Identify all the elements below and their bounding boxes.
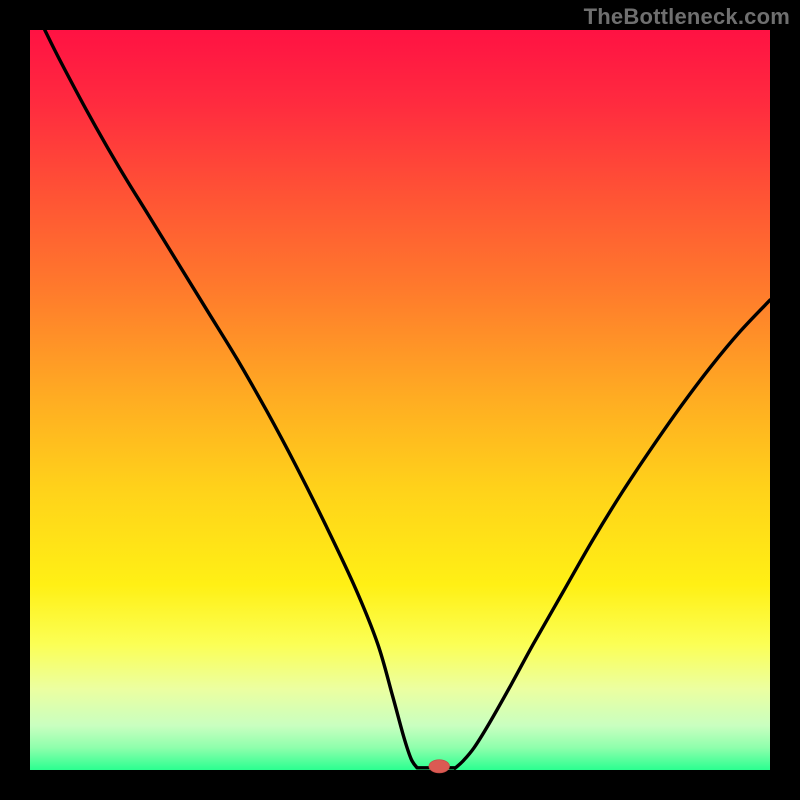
plot-gradient-background (30, 30, 770, 770)
watermark-label: TheBottleneck.com (584, 4, 790, 30)
optimum-marker (429, 760, 450, 773)
chart-container: TheBottleneck.com (0, 0, 800, 800)
bottleneck-chart (0, 0, 800, 800)
